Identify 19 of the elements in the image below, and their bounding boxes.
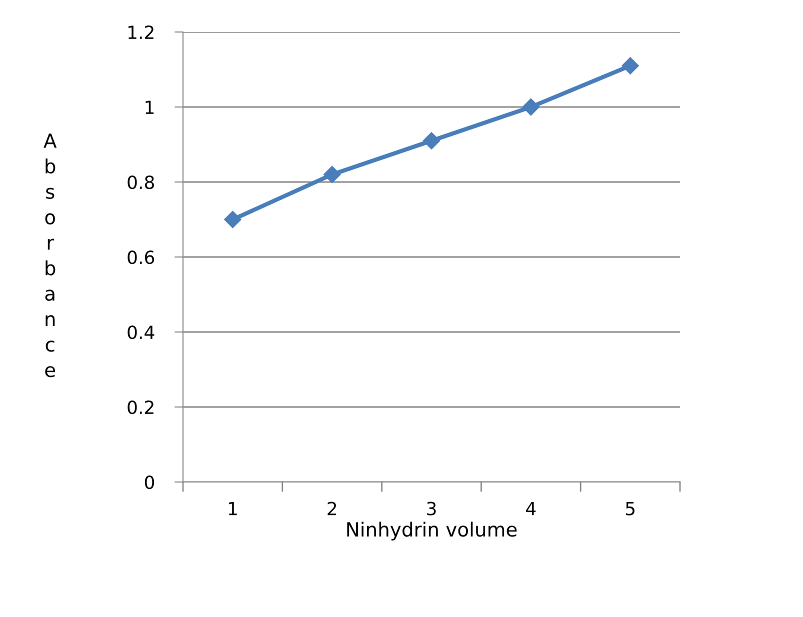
point (622, 57, 639, 74)
y-tick-label: 0.6 (128, 250, 154, 264)
y-tick-label: 1.2 (128, 25, 154, 39)
point (324, 166, 341, 184)
y-tick-label: 0.2 (128, 400, 154, 414)
y-tick-label: 0.4 (128, 325, 154, 340)
y-tick-label: 0 (144, 475, 154, 490)
point (224, 210, 242, 228)
x-tick-label: 5 (626, 502, 634, 516)
x-tick-label: 4 (526, 502, 536, 516)
y-tick-label: 1 (146, 100, 154, 114)
x-tick-label: 1 (228, 502, 237, 516)
x-tick-label: 3 (427, 502, 436, 516)
point (422, 132, 440, 150)
x-axis-title: Ninhydrin volume (347, 522, 517, 541)
point (522, 98, 540, 116)
text: Absorbance (44, 134, 57, 378)
y-tick-label: 0.8 (128, 175, 154, 190)
x-tick-label: 2 (328, 502, 336, 516)
